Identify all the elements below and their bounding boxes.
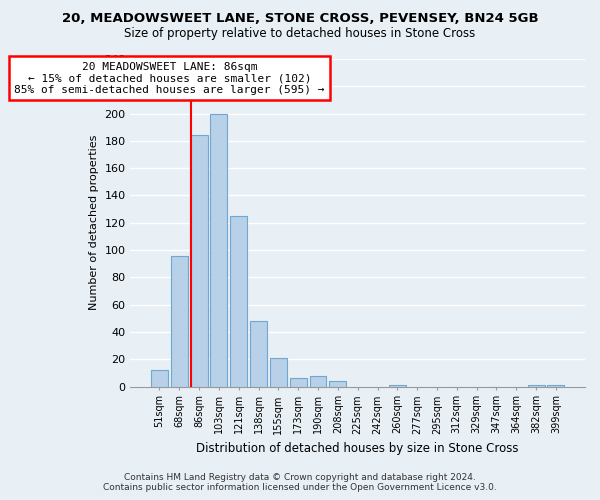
Text: Contains HM Land Registry data © Crown copyright and database right 2024.
Contai: Contains HM Land Registry data © Crown c… — [103, 473, 497, 492]
X-axis label: Distribution of detached houses by size in Stone Cross: Distribution of detached houses by size … — [196, 442, 519, 455]
Bar — [191, 136, 208, 386]
Bar — [151, 370, 168, 386]
Bar — [171, 256, 188, 386]
Text: 20 MEADOWSWEET LANE: 86sqm
← 15% of detached houses are smaller (102)
85% of sem: 20 MEADOWSWEET LANE: 86sqm ← 15% of deta… — [14, 62, 325, 95]
Bar — [547, 385, 565, 386]
Bar — [250, 321, 267, 386]
Bar — [290, 378, 307, 386]
Y-axis label: Number of detached properties: Number of detached properties — [89, 135, 98, 310]
Bar — [329, 381, 346, 386]
Bar — [310, 376, 326, 386]
Bar — [527, 385, 545, 386]
Bar — [230, 216, 247, 386]
Bar — [389, 385, 406, 386]
Bar — [211, 114, 227, 386]
Text: 20, MEADOWSWEET LANE, STONE CROSS, PEVENSEY, BN24 5GB: 20, MEADOWSWEET LANE, STONE CROSS, PEVEN… — [62, 12, 538, 26]
Bar — [270, 358, 287, 386]
Text: Size of property relative to detached houses in Stone Cross: Size of property relative to detached ho… — [124, 28, 476, 40]
